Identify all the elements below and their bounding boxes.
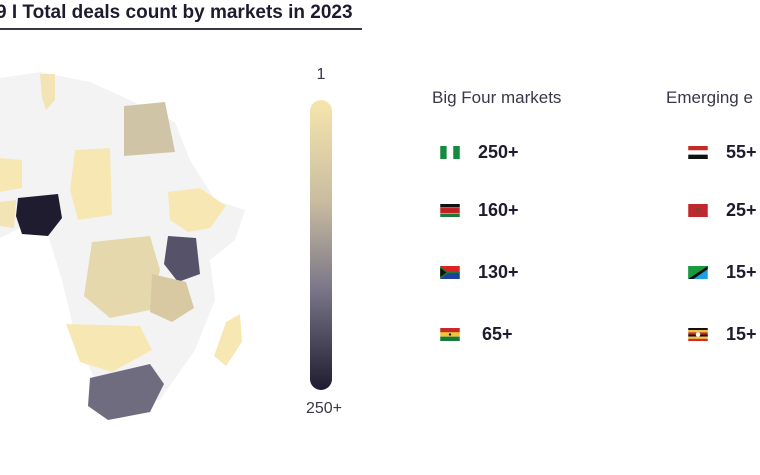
value-tanzania: 15+: [726, 262, 757, 282]
uganda-flag-icon: [688, 328, 708, 341]
egypt-flag-icon: [688, 146, 708, 159]
big-four-heading: Big Four markets: [432, 88, 562, 107]
list-item: 160+: [440, 200, 519, 221]
value-ghana: 65+: [482, 324, 513, 344]
value-south-africa: 130+: [478, 262, 519, 282]
africa-map: [0, 72, 245, 420]
list-item: 130+: [440, 262, 519, 283]
list-item: 25+: [688, 200, 757, 221]
map-madagascar: [214, 314, 242, 366]
map-nigeria: [16, 194, 62, 236]
map-southern-belt: [66, 324, 152, 372]
list-item: 15+: [688, 324, 757, 345]
map-kenya: [164, 236, 200, 282]
morocco-flag-icon: [688, 204, 708, 217]
list-item: 15+: [688, 262, 757, 283]
map-tanzania: [150, 274, 194, 322]
map-south-africa: [88, 364, 164, 420]
value-egypt: 55+: [726, 142, 757, 162]
chart-title: 9 I Total deals count by markets in 2023: [0, 2, 353, 23]
south-africa-flag-icon: [440, 266, 460, 279]
kenya-flag-icon: [440, 204, 460, 217]
map-ethiopia: [168, 188, 226, 232]
list-item: 65+: [440, 324, 513, 345]
title-underline: [0, 28, 362, 30]
scale-max-label: 250+: [305, 400, 343, 417]
value-morocco: 25+: [726, 200, 757, 220]
tanzania-flag-icon: [688, 266, 708, 279]
map-west-coast: [0, 158, 22, 192]
value-nigeria: 250+: [478, 142, 519, 162]
nigeria-flag-icon: [440, 146, 460, 159]
map-sahel: [70, 148, 112, 220]
value-kenya: 160+: [478, 200, 519, 220]
map-continent: [0, 72, 245, 405]
color-scale-bar: [310, 100, 332, 390]
list-item: 55+: [688, 142, 757, 163]
ghana-flag-icon: [440, 328, 460, 341]
map-central: [84, 236, 160, 318]
scale-min-label: 1: [316, 66, 326, 83]
map-egypt: [124, 102, 175, 156]
list-item: 250+: [440, 142, 519, 163]
emerging-heading: Emerging e: [666, 88, 753, 107]
value-uganda: 15+: [726, 324, 757, 344]
map-morocco: [40, 74, 55, 110]
map-ghana: [0, 200, 16, 228]
